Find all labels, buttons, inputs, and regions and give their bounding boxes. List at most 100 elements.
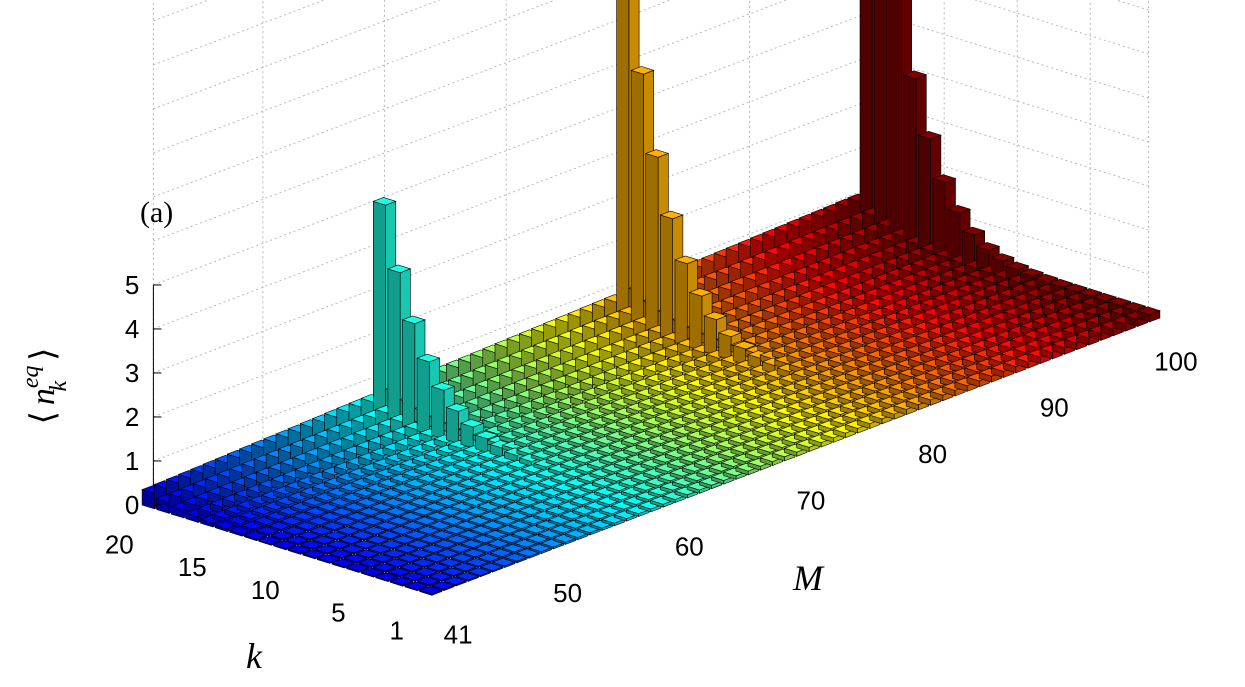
z-axis-label: ⟨ neqk ⟩ xyxy=(18,348,72,425)
bar-m44-k3 xyxy=(425,562,451,573)
bar-m47-k10 xyxy=(360,516,385,527)
bar-m42-k2 xyxy=(416,576,441,587)
bar-m45-k4 xyxy=(423,553,448,564)
bar-m43-k5 xyxy=(384,558,409,569)
bar-m49-k2 xyxy=(501,543,526,555)
grid-line-z-back-11 xyxy=(153,0,210,22)
z-label-right-bracket: ⟩ xyxy=(25,348,62,361)
bar-m50-k2 xyxy=(513,539,538,550)
bar-m42-k11 xyxy=(284,535,310,546)
bar-m41-k4 xyxy=(374,572,400,583)
bar-m48-k8 xyxy=(401,521,426,532)
z-tick-label: 2 xyxy=(125,402,139,432)
bar-m41-k14 xyxy=(228,525,254,537)
bar-m56-k1 xyxy=(601,515,626,527)
grid-line-z-back-4 xyxy=(153,55,872,330)
bar-m48-k6 xyxy=(430,530,456,541)
m-tick-label: 60 xyxy=(675,532,704,562)
grid-line-z-back-2 xyxy=(153,143,872,418)
grid-line-z-side-6 xyxy=(973,0,1149,55)
bar-m45-k3 xyxy=(438,558,463,569)
bar-m46-k2 xyxy=(464,558,490,568)
bar-m55-k1 xyxy=(588,519,614,531)
bar-m49-k5 xyxy=(457,530,482,541)
bar-m56-k10 xyxy=(469,474,495,486)
bar-m44-k6 xyxy=(382,549,407,560)
bar-m48-k12 xyxy=(343,502,368,514)
bar-m51-k1 xyxy=(540,538,565,550)
z-label-base: n xyxy=(25,388,62,405)
panel-label: (a) xyxy=(140,196,173,229)
k-tick-label: 5 xyxy=(331,598,345,628)
grid-line-z-side-5 xyxy=(871,11,1149,99)
bar-m43-k3 xyxy=(413,567,439,578)
bar-m59-k8 xyxy=(535,469,560,481)
bar-m50-k6 xyxy=(455,520,480,532)
grid-line-z-side-4 xyxy=(871,55,1149,143)
bar-m43-k2 xyxy=(428,572,453,582)
m-tick-label: 100 xyxy=(1154,346,1197,376)
bar-m56-k11 xyxy=(455,469,480,481)
k-tick-label: 10 xyxy=(251,575,280,605)
m-tick-label: 80 xyxy=(918,439,947,469)
bar-m49-k4 xyxy=(472,534,497,545)
bar-m53-k1 xyxy=(564,529,589,541)
y-axis-label: k xyxy=(246,636,263,676)
bar-m44-k1 xyxy=(455,571,480,582)
bar-m49-k8 xyxy=(413,516,439,527)
bar-m42-k6 xyxy=(357,558,383,569)
bar-m43-k11 xyxy=(296,531,322,541)
bar-m43-k1 xyxy=(442,576,468,587)
bar-m49-k1 xyxy=(515,548,541,559)
bar-m61-k6 xyxy=(588,468,614,481)
bar-m49-k6 xyxy=(442,525,468,536)
bar-m44-k10 xyxy=(323,531,349,541)
bar-m41-k2 xyxy=(403,581,429,592)
bar-m47-k11 xyxy=(345,512,370,523)
k-tick-label: 20 xyxy=(105,529,134,559)
bar-m55-k7 xyxy=(501,492,526,504)
bar-m46-k6 xyxy=(406,539,431,550)
bar-m57-k1 xyxy=(613,510,638,522)
bar-m61-k1 xyxy=(661,491,687,504)
bar-m42-k12 xyxy=(270,531,295,542)
bar-m45-k5 xyxy=(408,549,434,559)
m-tick-label: 41 xyxy=(444,620,473,650)
bar-m43-k14 xyxy=(253,516,278,528)
grid-line-z-back-1 xyxy=(153,187,872,462)
bar-m52-k3 xyxy=(523,525,548,536)
bar-m100-k1 xyxy=(1136,306,1161,323)
bar-m46-k3 xyxy=(450,553,475,564)
bar-m42-k9 xyxy=(313,544,339,555)
bar-m42-k14 xyxy=(240,521,266,532)
bar-m48-k3 xyxy=(474,544,499,555)
bar-m41-k5 xyxy=(360,567,385,578)
bar-m42-k5 xyxy=(372,563,397,573)
bar-m46-k11 xyxy=(333,516,358,528)
bar-m41-k12 xyxy=(257,535,283,546)
bar-m57-k4 xyxy=(569,496,594,508)
z-label-left-bracket: ⟨ xyxy=(25,411,62,424)
grid-line-z-side-2 xyxy=(871,143,1149,231)
z-label-superscript: eq xyxy=(18,366,44,389)
bar-m47-k4 xyxy=(447,544,473,555)
grid-line-z-side-7 xyxy=(1114,0,1149,11)
bar-m46-k5 xyxy=(421,544,446,555)
grid-line-z-side-3 xyxy=(871,99,1149,187)
m-tick-label: 90 xyxy=(1040,393,1069,423)
bar-m47-k7 xyxy=(403,530,429,541)
grid-line-z-back-8 xyxy=(153,0,557,154)
bar-m48-k10 xyxy=(372,512,397,523)
bar-m53-k8 xyxy=(462,497,487,509)
z-tick-label: 4 xyxy=(125,314,139,344)
bar-m45-k7 xyxy=(379,540,405,550)
bar-m42-k8 xyxy=(328,549,353,560)
bar-m56-k6 xyxy=(528,492,553,504)
bars-layer xyxy=(141,0,1161,596)
svg-text:⟨neqk⟩: ⟨ neqk ⟩ xyxy=(18,348,72,425)
bar-m43-k7 xyxy=(355,549,380,560)
x-axis-label: M xyxy=(792,558,825,598)
bar-m44-k7 xyxy=(367,544,392,555)
bar-m63-k9 xyxy=(569,445,594,458)
